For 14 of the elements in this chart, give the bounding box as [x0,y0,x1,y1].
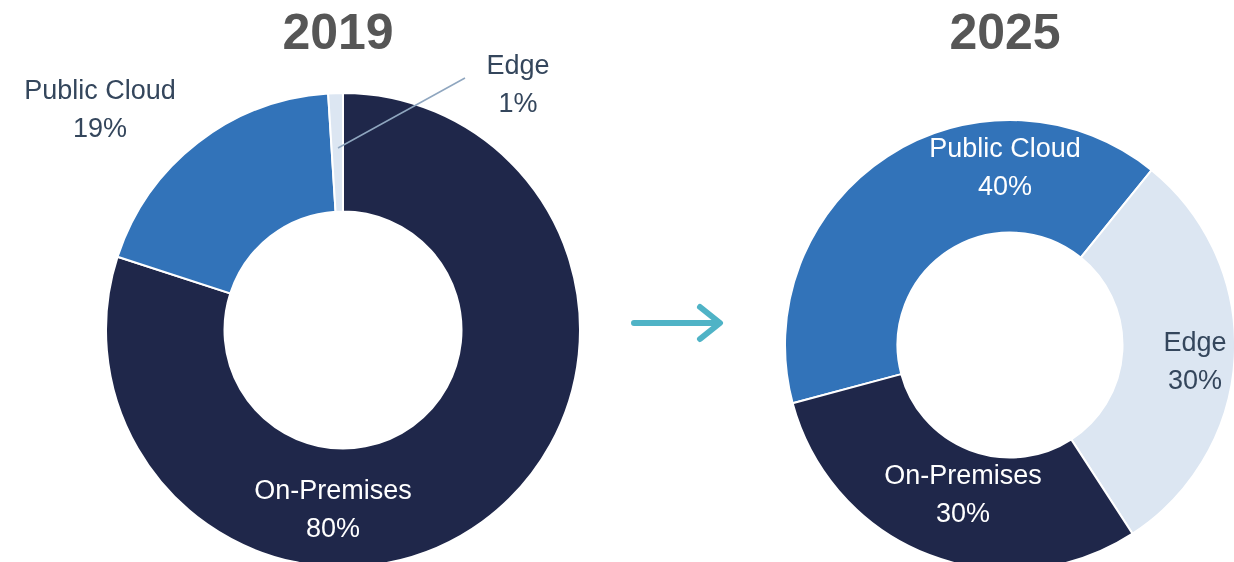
chart-title: 2019 [282,4,394,60]
slice-label: Public Cloud [929,133,1081,163]
slice-label: Public Cloud [24,75,176,105]
data-label: 30% [935,498,991,528]
slice-label: Edge [486,50,550,80]
slice-label: On-Premises [884,460,1042,490]
chart-title: 2025 [948,3,1062,62]
slice-label: Edge [1163,327,1227,357]
data-label: 1% [498,88,538,118]
slice-label: On-Premises [254,475,412,505]
data-label: 30% [1167,365,1223,395]
data-label: 19% [72,113,128,143]
data-label: 80% [305,513,361,543]
data-label: 40% [977,171,1033,201]
